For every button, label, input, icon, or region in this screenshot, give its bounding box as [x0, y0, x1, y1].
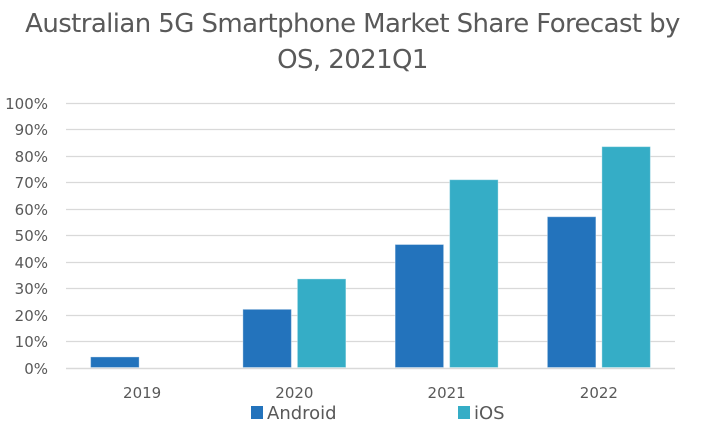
y-tick-label: 100% [5, 95, 48, 113]
x-axis-ticks: 2019 2020 2021 2022 [123, 384, 618, 402]
legend-item-android: Android [251, 403, 337, 424]
y-tick-label: 20% [15, 307, 48, 325]
bar-ios-2021 [449, 179, 499, 368]
bar-ios-2020 [296, 278, 347, 368]
y-tick-label: 90% [15, 121, 48, 139]
x-tick-label: 2020 [275, 384, 313, 402]
x-tick-label: 2019 [123, 384, 161, 402]
y-tick-label: 50% [15, 227, 48, 245]
y-tick-label: 80% [15, 148, 48, 166]
y-tick-label: 60% [15, 201, 48, 219]
y-tick-label: 40% [15, 254, 48, 272]
bars [90, 146, 651, 369]
chart-title: Australian 5G Smartphone Market Share Fo… [0, 6, 705, 78]
legend: Android iOS [251, 403, 505, 424]
legend-swatch-android [251, 406, 263, 419]
bar-android-2019 [90, 356, 140, 369]
bar-android-2021 [394, 244, 445, 369]
y-tick-label: 10% [15, 333, 48, 351]
chart-title-line-2: OS, 2021Q1 [277, 45, 428, 75]
bar-ios-2022 [601, 146, 651, 368]
y-tick-label: 0% [24, 360, 48, 378]
legend-item-ios: iOS [458, 403, 505, 424]
x-tick-label: 2022 [580, 384, 618, 402]
legend-label: iOS [474, 403, 505, 424]
bar-android-2022 [546, 216, 597, 368]
legend-label: Android [267, 403, 337, 424]
y-axis-ticks: 0% 10% 20% 30% 40% 50% 60% 70% 80% 90% 100% [5, 95, 48, 378]
y-tick-label: 70% [15, 174, 48, 192]
legend-swatch-ios [458, 406, 470, 419]
y-tick-label: 30% [15, 280, 48, 298]
x-tick-label: 2021 [428, 384, 466, 402]
chart-title-line-1: Australian 5G Smartphone Market Share Fo… [25, 9, 680, 39]
bar-android-2020 [242, 308, 292, 368]
